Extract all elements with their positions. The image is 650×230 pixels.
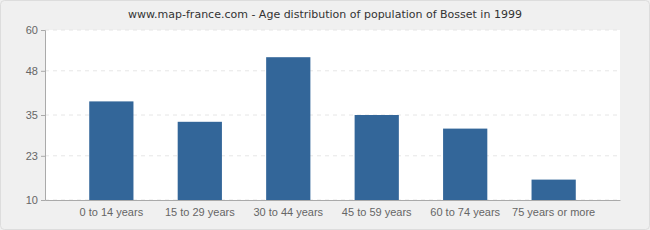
- plot-area: [45, 30, 620, 200]
- y-tick-mark: [41, 200, 45, 201]
- background: [1, 1, 650, 230]
- y-tick-mark: [41, 156, 45, 157]
- x-tick-label: 75 years or more: [512, 206, 595, 218]
- bar: [178, 122, 222, 200]
- x-tick: 60 to 74 years: [430, 200, 500, 218]
- x-tick: 75 years or more: [512, 200, 595, 218]
- y-tick: 10: [26, 194, 45, 206]
- y-tick: 48: [26, 65, 45, 77]
- x-tick-label: 0 to 14 years: [80, 206, 144, 218]
- x-tick: 15 to 29 years: [165, 200, 235, 218]
- bar: [266, 57, 310, 200]
- chart: 10 23 35 48 60 0 to 14 years 15 to 29 years 30 …: [0, 0, 650, 230]
- bar: [355, 115, 399, 200]
- y-tick-label: 60: [26, 24, 38, 36]
- x-tick: 0 to 14 years: [80, 200, 144, 218]
- x-tick-label: 45 to 59 years: [342, 206, 412, 218]
- x-tick-label: 60 to 74 years: [430, 206, 500, 218]
- y-tick-mark: [41, 30, 45, 31]
- y-tick-label: 10: [26, 194, 38, 206]
- y-axis-line: [41, 31, 46, 201]
- x-axis: 0 to 14 years 15 to 29 years 30 to 44 year…: [46, 200, 621, 218]
- y-tick-label: 35: [26, 109, 38, 121]
- y-tick-label: 48: [26, 65, 38, 77]
- y-tick-mark: [41, 71, 45, 72]
- x-tick: 30 to 44 years: [253, 200, 323, 218]
- x-axis-line: [46, 200, 621, 201]
- y-tick: 23: [26, 150, 45, 162]
- grid-line: [45, 30, 620, 31]
- bar: [89, 101, 133, 200]
- grid-line: [45, 70, 620, 71]
- x-tick-label: 30 to 44 years: [253, 206, 323, 218]
- bar: [443, 129, 487, 200]
- x-tick-label: 15 to 29 years: [165, 206, 235, 218]
- plot: 10 23 35 48 60 0 to 14 years 15 to 29 years 30 …: [26, 24, 621, 218]
- y-tick: 35: [26, 109, 45, 121]
- x-tick: 45 to 59 years: [342, 200, 412, 218]
- y-tick-label: 23: [26, 150, 38, 162]
- y-axis: 10 23 35 48 60: [26, 24, 46, 206]
- bars: [89, 57, 576, 200]
- grid: [45, 30, 620, 200]
- y-tick: 60: [26, 24, 45, 36]
- y-tick-mark: [41, 115, 45, 116]
- title: www.map-france.com - Age distribution of…: [128, 8, 522, 21]
- bar: [532, 180, 576, 200]
